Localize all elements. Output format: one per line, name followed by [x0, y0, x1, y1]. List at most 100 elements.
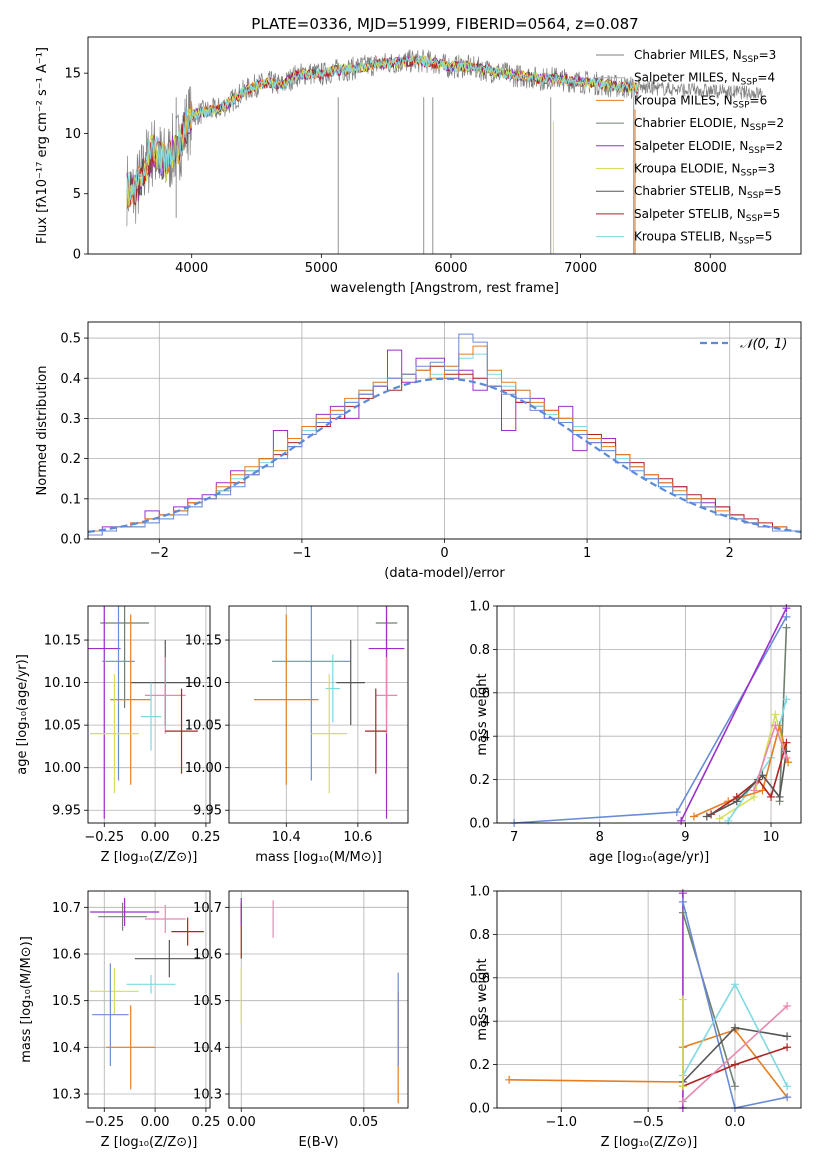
model-spectrum-kroupa_stelib	[126, 55, 639, 203]
y-tick-label: 10.10	[44, 676, 81, 691]
weight-marker	[758, 786, 767, 795]
y-tick-label: 9.95	[52, 804, 81, 819]
panel-mass-weight-vs-Z: −1.0 −0.5 0.0 0.0 0.2 0.4 0.6 0.8 1.0 Z [log₁₀(Z/…	[469, 885, 801, 1150]
x-tick-label: 10.4	[272, 830, 301, 845]
x-tick-label: −0.25	[84, 830, 124, 845]
legend-label: Kroupa ELODIE, NSSP=3	[634, 162, 775, 179]
weight-line-salpeter_elodie	[680, 607, 788, 822]
y-tick-label: 0.1	[60, 492, 81, 507]
y-tick-label: 10.00	[44, 761, 81, 776]
y-tick-label: 10.5	[193, 994, 222, 1009]
x-tick-label: −0.25	[84, 1115, 124, 1130]
weight-marker	[783, 1002, 792, 1011]
x-tick-label: 4000	[175, 261, 208, 276]
y-tick-label: 9.95	[193, 804, 222, 819]
y-tick-label: 0.2	[469, 773, 490, 788]
panel-age-vs-Z: −0.25 0.00 0.25 9.95 10.00 10.05 10.10 10.15 Z […	[15, 606, 220, 865]
y-axis-label: Normed distribution	[35, 366, 50, 496]
y-tick-label: 0.2	[469, 1058, 490, 1073]
weight-marker	[782, 612, 791, 621]
x-tick-label: 1	[583, 546, 591, 561]
x-tick-label: 7	[510, 830, 518, 845]
y-tick-label: 1.0	[469, 600, 490, 615]
axes-frame	[87, 321, 802, 540]
x-axis-label: E(B-V)	[298, 1135, 338, 1150]
model-spectrum-kroupa_elodie	[126, 56, 639, 209]
x-tick-label: 0.0	[725, 1115, 746, 1130]
x-tick-label: −1.0	[545, 1115, 577, 1130]
x-tick-label: 7000	[564, 261, 597, 276]
y-tick-label: 0.4	[469, 730, 490, 745]
y-tick-label: 10.5	[52, 994, 81, 1009]
weight-marker	[782, 623, 791, 632]
y-tick-label: 5	[73, 187, 81, 202]
weight-marker	[689, 812, 698, 821]
legend-label: 𝒩(0, 1)	[740, 337, 787, 352]
x-axis-label: mass [log₁₀(M/M⊙)]	[255, 850, 382, 865]
weight-marker	[730, 1060, 739, 1069]
weight-marker	[782, 738, 791, 747]
weight-marker	[782, 604, 791, 613]
axes-frame	[228, 890, 409, 1109]
x-tick-label: 0.25	[191, 1115, 220, 1130]
weight-marker	[678, 1097, 687, 1106]
spectra	[126, 49, 763, 254]
y-tick-label: 10.15	[185, 634, 222, 649]
x-tick-label: 8	[596, 830, 604, 845]
weight-marker	[724, 816, 733, 825]
x-tick-label: 0.05	[349, 1115, 378, 1130]
weight-marker	[678, 897, 687, 906]
weight-marker	[678, 889, 687, 898]
y-tick-label: 10.00	[185, 761, 222, 776]
weight-marker	[678, 995, 687, 1004]
x-axis-label: Z [log₁₀(Z/Z⊙)]	[601, 1135, 698, 1150]
panel-mass-vs-Z: −0.25 0.00 0.25 10.3 10.4 10.5 10.6 10.7 Z [log₁…	[19, 891, 220, 1150]
weight-marker	[677, 816, 686, 825]
legend-label: Chabrier ELODIE, NSSP=2	[634, 116, 784, 133]
x-axis-label: age [log₁₀(age/yr)]	[589, 850, 710, 865]
x-tick-label: 2	[726, 546, 734, 561]
errorbars	[254, 606, 405, 819]
axes-frame	[87, 890, 211, 1109]
weight-marker	[758, 771, 767, 780]
y-tick-label: 0.0	[60, 533, 81, 548]
y-tick-label: 10.3	[193, 1088, 222, 1103]
weight-marker	[505, 1075, 514, 1084]
legend-label: Chabrier MILES, NSSP=3	[634, 48, 776, 65]
y-tick-label: 10.6	[193, 948, 222, 963]
x-tick-label: 10	[763, 830, 780, 845]
axes-frame	[87, 605, 211, 824]
x-axis-label: Z [log₁₀(Z/Z⊙)]	[101, 1135, 198, 1150]
axes-frame	[87, 36, 802, 255]
weight-marker	[783, 1032, 792, 1041]
weight-marker	[730, 980, 739, 989]
weight-marker	[783, 1043, 792, 1052]
x-tick-label: 6000	[434, 261, 467, 276]
weight-marker	[775, 792, 784, 801]
y-tick-label: 0.6	[469, 971, 490, 986]
y-tick-label: 10.15	[44, 634, 81, 649]
y-tick-label: 0.4	[60, 372, 81, 387]
weight-marker	[730, 1023, 739, 1032]
y-axis-label: Flux [fλ10⁻¹⁷ erg cm⁻² s⁻¹ A⁻¹]	[35, 47, 50, 244]
errorbars	[88, 606, 200, 819]
y-tick-label: 0.6	[469, 686, 490, 701]
weight-marker	[732, 797, 741, 806]
model-spectrum-salpeter_elodie	[126, 55, 639, 207]
x-tick-label: 0.00	[141, 1115, 170, 1130]
legend: Chabrier MILES, NSSP=3 Salpeter MILES, NS…	[596, 48, 784, 247]
x-tick-label: 10.6	[343, 830, 372, 845]
weight-marker	[782, 753, 791, 762]
y-tick-label: 0.4	[469, 1015, 490, 1030]
weight-marker	[749, 786, 758, 795]
weight-line-chabrier_elodie	[682, 912, 736, 1087]
legend-label: Salpeter MILES, NSSP=4	[634, 71, 775, 88]
y-tick-label: 0.2	[60, 452, 81, 467]
figure-title: PLATE=0336, MJD=51999, FIBERID=0564, z=0…	[251, 15, 638, 33]
y-tick-label: 10.4	[52, 1041, 81, 1056]
x-tick-label: −1	[292, 546, 311, 561]
panel-age-vs-mass: 10.4 10.6 9.95 10.00 10.05 10.10 10.15 mass [lo…	[185, 606, 408, 865]
x-tick-label: 5000	[305, 261, 338, 276]
axes-frame	[496, 605, 802, 824]
